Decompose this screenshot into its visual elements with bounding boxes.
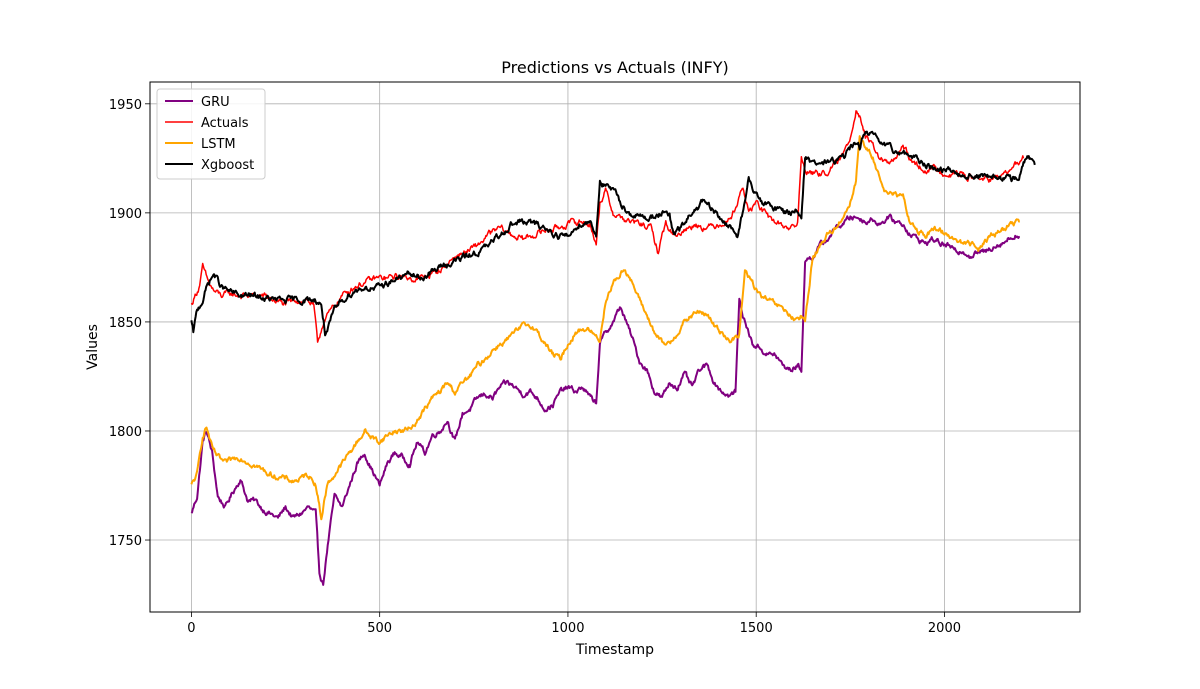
x-axis-label: Timestamp xyxy=(575,642,654,658)
y-tick-label: 1800 xyxy=(109,425,142,440)
x-tick-label: 1500 xyxy=(740,621,773,636)
series-line-xgboost xyxy=(190,130,1036,337)
y-tick-label: 1750 xyxy=(109,534,142,549)
legend-label-xgboost: Xgboost xyxy=(201,158,254,173)
series-line-gru xyxy=(190,213,1020,586)
x-tick-label: 0 xyxy=(187,621,195,636)
legend-label-actuals: Actuals xyxy=(201,116,249,131)
x-tick-label: 1000 xyxy=(551,621,584,636)
x-tick-label: 2000 xyxy=(928,621,961,636)
plot-frame xyxy=(149,81,1081,613)
y-tick-label: 1900 xyxy=(109,207,142,222)
y-tick-label: 1950 xyxy=(109,98,142,113)
series-layer xyxy=(190,110,1036,586)
legend-label-gru: GRU xyxy=(201,95,230,110)
y-tick-label: 1850 xyxy=(109,316,142,331)
y-axis-label: Values xyxy=(85,324,101,370)
legend: GRU Actuals LSTM Xgboost xyxy=(156,88,266,180)
series-line-actuals xyxy=(190,110,1025,343)
ticks: 0 500 1000 1500 2000 1750 1800 1850 1900 1950 xyxy=(109,98,961,636)
chart-title: Predictions vs Actuals (INFY) xyxy=(501,58,729,77)
legend-label-lstm: LSTM xyxy=(201,137,236,152)
legend-box xyxy=(156,88,266,180)
x-tick-label: 500 xyxy=(367,621,392,636)
series-line-lstm xyxy=(190,135,1020,521)
